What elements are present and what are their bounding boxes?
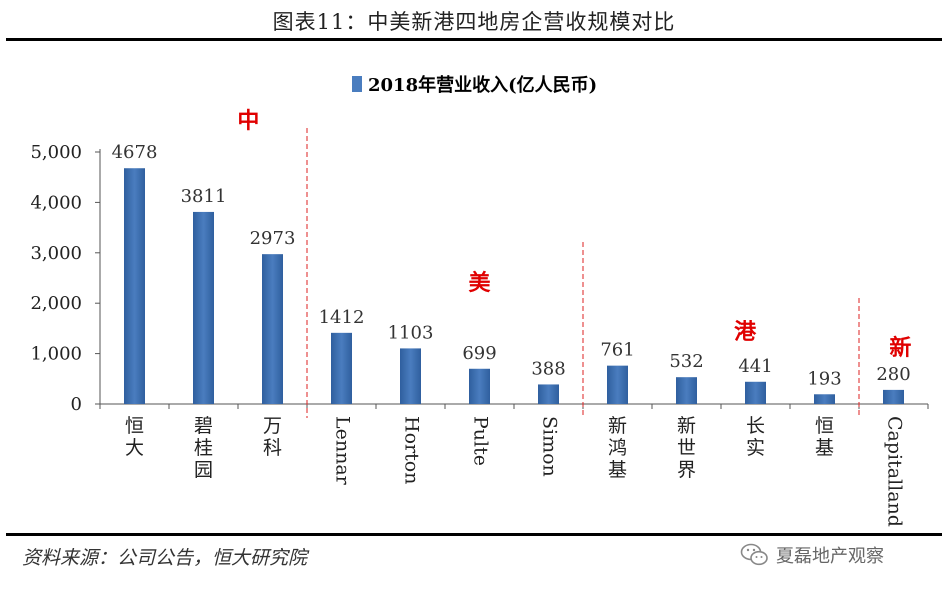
bar-chart: 2018年营业收入(亿人民币) 0 1,000 2,000 3,000 4,000 5,0… bbox=[30, 74, 929, 527]
legend-swatch bbox=[352, 76, 362, 92]
bar bbox=[262, 254, 283, 404]
x-tick-label: Horton bbox=[401, 416, 423, 484]
bar-value-label: 761 bbox=[600, 340, 634, 361]
x-tick-label: 恒基 bbox=[815, 415, 834, 459]
y-tick-label: 1,000 bbox=[30, 344, 82, 365]
bar-value-label: 1103 bbox=[388, 322, 434, 343]
x-tick-label: 长实 bbox=[746, 415, 765, 459]
x-tick-label: 万科 bbox=[263, 415, 282, 459]
x-tick-label: Pulte bbox=[470, 416, 492, 466]
bar-value-label: 3811 bbox=[181, 186, 227, 207]
figure-title: 图表11：中美新港四地房企营收规模对比 bbox=[272, 10, 676, 34]
bar bbox=[124, 168, 145, 404]
x-tick-label: Simon bbox=[539, 416, 561, 477]
bar bbox=[745, 381, 766, 404]
legend-label: 2018年营业收入(亿人民币) bbox=[368, 74, 597, 96]
legend: 2018年营业收入(亿人民币) bbox=[352, 74, 597, 96]
x-tick-label: 恒大 bbox=[125, 415, 144, 459]
group-label: 中 bbox=[237, 108, 259, 134]
group-label: 美 bbox=[468, 270, 491, 296]
bars: 4678 恒大 3811 碧桂园 2973 万科 1412 Lennar 1103 Horton 6… bbox=[112, 142, 911, 527]
bar bbox=[469, 368, 490, 404]
bar-value-label: 1412 bbox=[319, 307, 365, 328]
group-label: 新 bbox=[889, 335, 911, 361]
bar bbox=[607, 365, 628, 404]
bar-value-label: 193 bbox=[807, 368, 841, 389]
watermark: 夏磊地产观察 bbox=[740, 542, 884, 568]
bar-value-label: 388 bbox=[531, 358, 565, 379]
x-tick-label: 碧桂园 bbox=[194, 415, 213, 481]
bar-value-label: 532 bbox=[669, 351, 703, 372]
bar-value-label: 280 bbox=[876, 364, 910, 385]
axes: 0 1,000 2,000 3,000 4,000 5,000 bbox=[30, 142, 929, 415]
x-tick-label: Capitalland bbox=[884, 416, 906, 527]
top-rule bbox=[6, 38, 942, 41]
watermark-text: 夏磊地产观察 bbox=[776, 546, 884, 567]
bar bbox=[676, 377, 697, 404]
bar-value-label: 699 bbox=[462, 343, 496, 364]
y-tick-label: 4,000 bbox=[30, 192, 82, 213]
bar bbox=[538, 384, 559, 404]
group-dividers bbox=[306, 128, 860, 418]
bottom-rule bbox=[6, 533, 942, 536]
bar-value-label: 2973 bbox=[250, 228, 296, 249]
x-tick-label: Lennar bbox=[332, 416, 354, 486]
y-tick-label: 0 bbox=[71, 394, 82, 415]
bar-value-label: 4678 bbox=[112, 142, 158, 163]
x-tick-label: 新鸿基 bbox=[608, 415, 627, 481]
bar bbox=[193, 211, 214, 404]
bar bbox=[883, 389, 904, 404]
y-tick-label: 3,000 bbox=[30, 243, 82, 264]
wechat-icon bbox=[740, 543, 768, 566]
source-note: 资料来源：公司公告，恒大研究院 bbox=[22, 547, 308, 569]
y-tick-label: 2,000 bbox=[30, 293, 82, 314]
group-label: 港 bbox=[734, 319, 757, 345]
bar bbox=[331, 332, 352, 404]
bar bbox=[814, 394, 835, 404]
bar bbox=[400, 348, 421, 404]
bar-value-label: 441 bbox=[738, 356, 772, 377]
y-tick-label: 5,000 bbox=[30, 142, 82, 163]
x-tick-label: 新世界 bbox=[677, 415, 696, 481]
